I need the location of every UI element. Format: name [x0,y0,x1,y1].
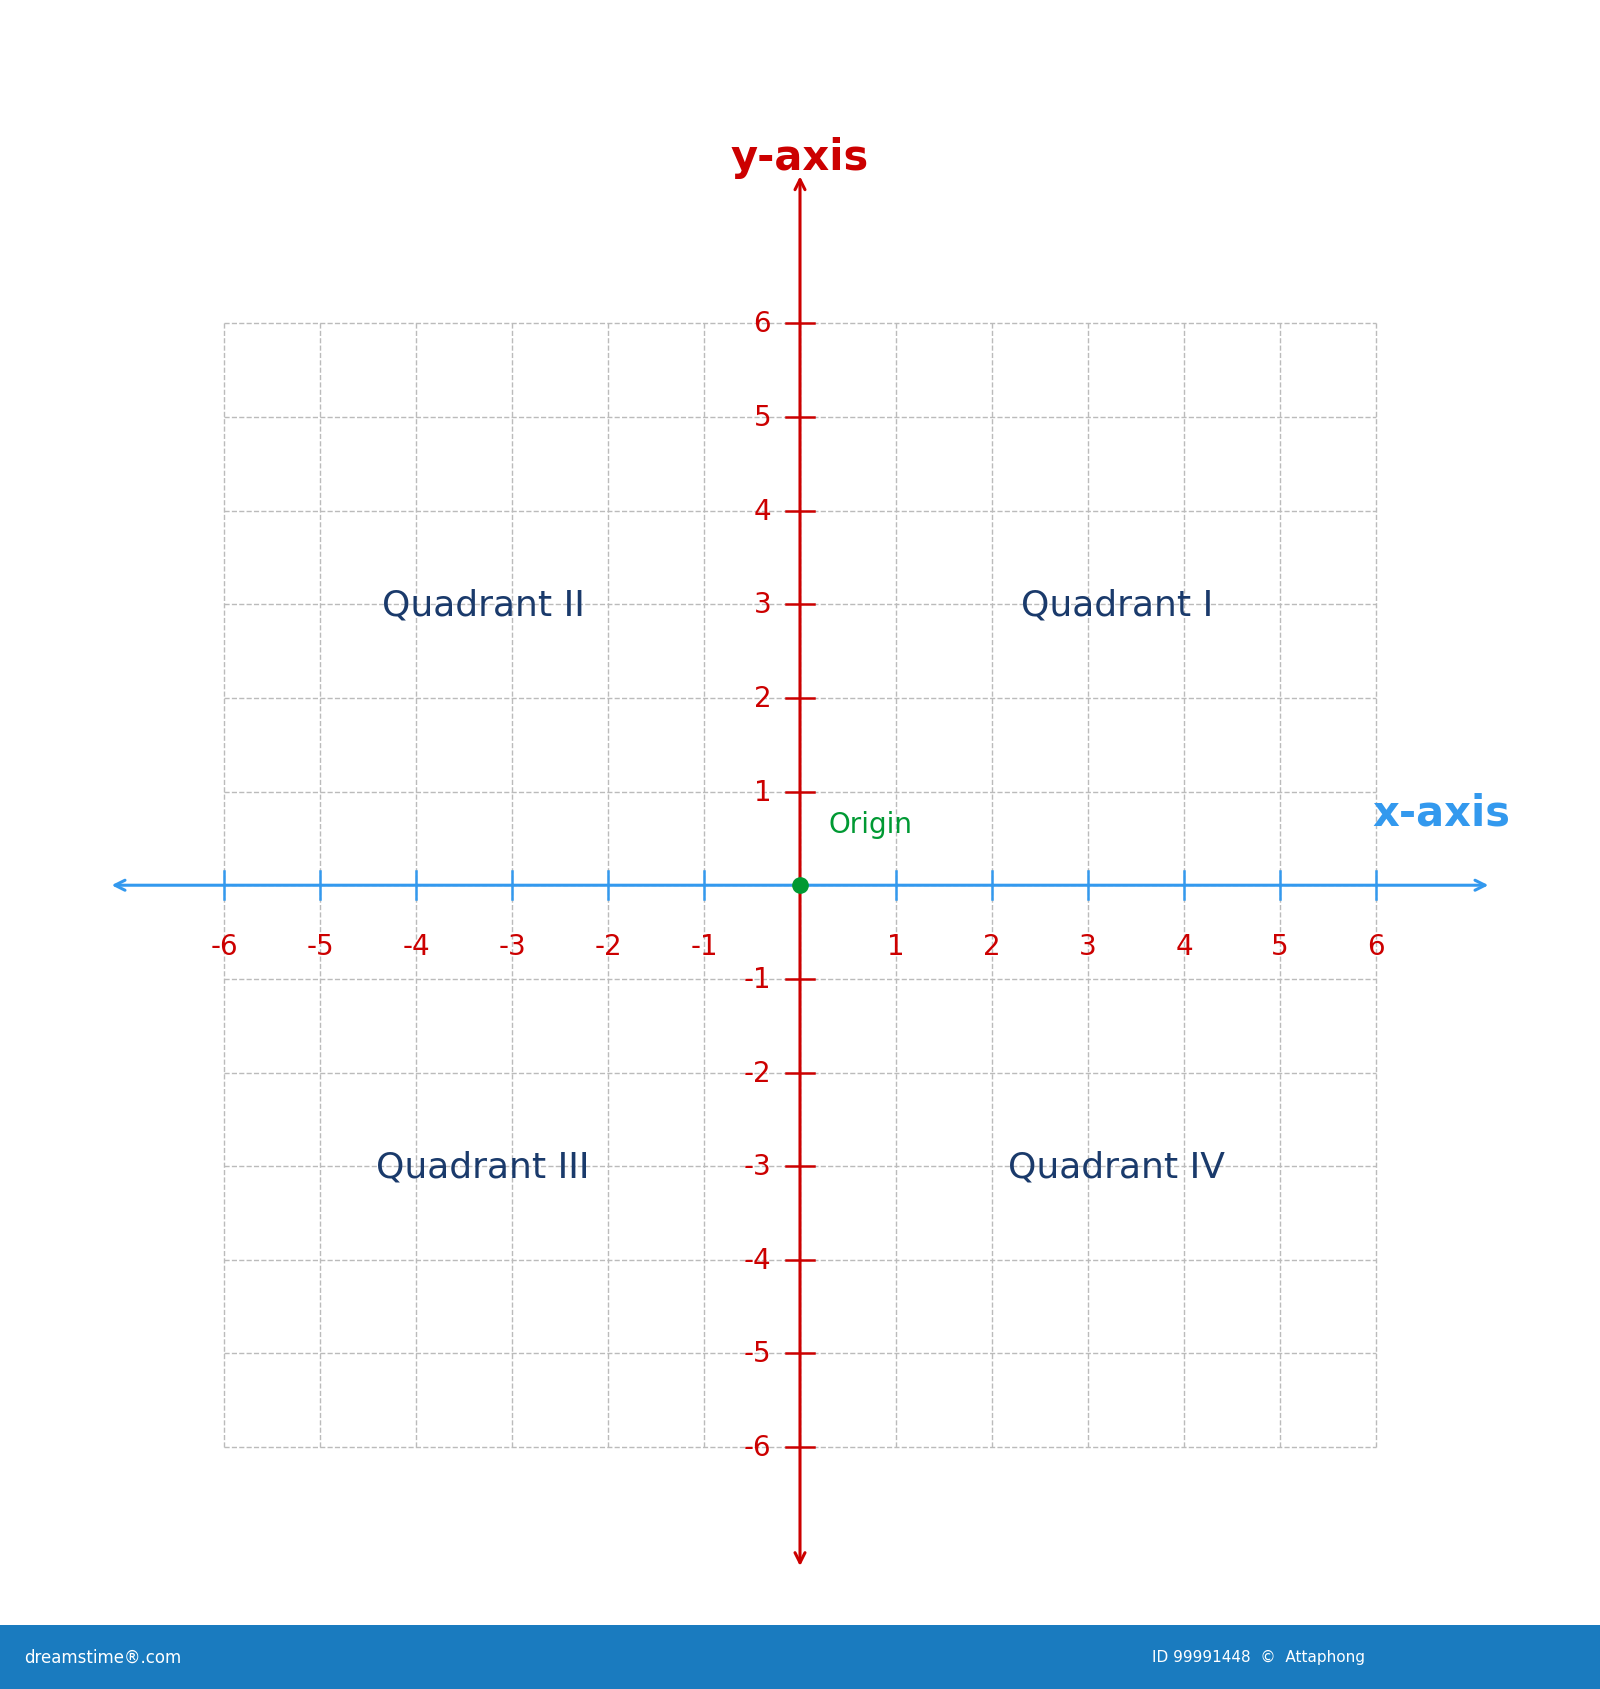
Text: dreamstime®.com: dreamstime®.com [24,1648,181,1665]
Text: -3: -3 [498,932,526,961]
Text: x-axis: x-axis [1373,792,1510,834]
Text: -2: -2 [744,1059,771,1088]
Text: -3: -3 [744,1152,771,1181]
Text: -4: -4 [402,932,430,961]
Text: 5: 5 [1270,932,1290,961]
Text: Quadrant III: Quadrant III [376,1150,590,1184]
Text: 3: 3 [754,591,771,618]
Text: y-axis: y-axis [731,137,869,179]
Text: -4: -4 [744,1246,771,1274]
Text: 6: 6 [754,311,771,338]
Text: -5: -5 [306,932,334,961]
Text: 2: 2 [982,932,1002,961]
Text: ID 99991448  ©  Attaphong: ID 99991448 © Attaphong [1152,1650,1365,1664]
Text: Origin: Origin [829,811,912,839]
Text: -6: -6 [744,1434,771,1461]
Text: -1: -1 [690,932,718,961]
Text: 1: 1 [886,932,906,961]
Text: 4: 4 [1174,932,1194,961]
Text: 2: 2 [754,684,771,713]
Text: 6: 6 [1366,932,1386,961]
Text: 4: 4 [754,497,771,525]
Text: 3: 3 [1078,932,1098,961]
Text: Quadrant I: Quadrant I [1021,588,1213,622]
Text: -5: -5 [744,1339,771,1368]
Text: 5: 5 [754,404,771,432]
Text: -6: -6 [210,932,238,961]
Text: -1: -1 [744,966,771,993]
Text: Quadrant IV: Quadrant IV [1008,1150,1226,1184]
Text: 1: 1 [754,779,771,806]
Text: Quadrant II: Quadrant II [382,588,584,622]
Text: -2: -2 [594,932,622,961]
